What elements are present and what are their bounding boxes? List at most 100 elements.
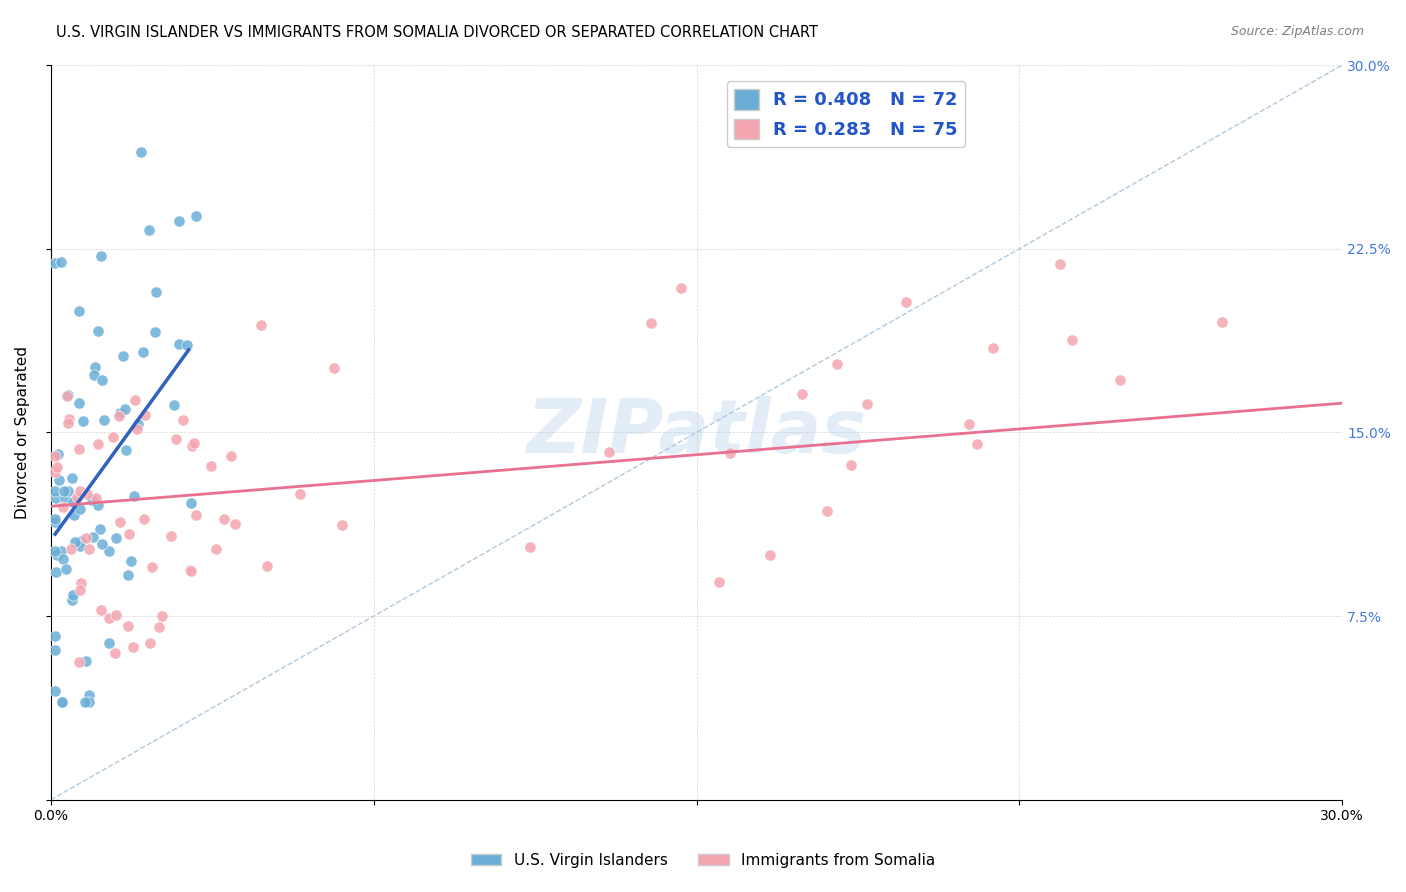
Point <box>184 209 207 223</box>
Point <box>519 540 541 554</box>
Point <box>323 361 346 376</box>
Point <box>107 409 129 423</box>
Point <box>44 629 66 643</box>
Point <box>76 487 98 501</box>
Point <box>67 655 90 669</box>
Point <box>138 223 160 237</box>
Point <box>75 531 97 545</box>
Point <box>44 465 66 479</box>
Point <box>129 145 152 159</box>
Point <box>200 458 222 473</box>
Y-axis label: Divorced or Separated: Divorced or Separated <box>15 346 30 519</box>
Point <box>115 442 138 457</box>
Point <box>183 436 205 450</box>
Point <box>62 588 84 602</box>
Point <box>172 412 194 426</box>
Point <box>87 437 110 451</box>
Point <box>44 512 66 526</box>
Point <box>117 619 139 633</box>
Point <box>671 281 693 295</box>
Point <box>180 496 202 510</box>
Point <box>45 565 67 579</box>
Point <box>957 417 980 431</box>
Point <box>176 338 198 352</box>
Point <box>52 483 75 498</box>
Point <box>63 508 86 522</box>
Point <box>73 695 96 709</box>
Point <box>53 491 76 505</box>
Text: ZIPatlas: ZIPatlas <box>527 396 866 469</box>
Point <box>825 357 848 371</box>
Point <box>91 373 114 387</box>
Point <box>180 564 202 578</box>
Point <box>219 449 242 463</box>
Point <box>139 636 162 650</box>
Point <box>127 422 149 436</box>
Point <box>855 397 877 411</box>
Point <box>1060 334 1083 348</box>
Point <box>44 543 66 558</box>
Point <box>56 417 79 431</box>
Point <box>58 412 80 426</box>
Point <box>44 449 66 463</box>
Point <box>134 408 156 422</box>
Point <box>1211 315 1233 329</box>
Point <box>60 541 83 556</box>
Point <box>67 396 90 410</box>
Point <box>127 417 149 431</box>
Point <box>87 498 110 512</box>
Point <box>63 534 86 549</box>
Point <box>62 494 84 508</box>
Point <box>90 603 112 617</box>
Point <box>83 368 105 383</box>
Point <box>70 576 93 591</box>
Point <box>51 695 73 709</box>
Point <box>111 349 134 363</box>
Point <box>66 490 89 504</box>
Point <box>91 537 114 551</box>
Point <box>44 515 66 529</box>
Point <box>56 484 79 499</box>
Point <box>143 325 166 339</box>
Point <box>51 254 73 268</box>
Point <box>104 531 127 545</box>
Point <box>330 517 353 532</box>
Point <box>160 529 183 543</box>
Point <box>114 401 136 416</box>
Point <box>46 447 69 461</box>
Point <box>896 294 918 309</box>
Point <box>709 574 731 589</box>
Point <box>108 406 131 420</box>
Point <box>69 483 91 498</box>
Point <box>51 544 73 558</box>
Point <box>79 688 101 702</box>
Point <box>69 502 91 516</box>
Point <box>132 345 155 359</box>
Point <box>67 304 90 318</box>
Point <box>759 548 782 562</box>
Point <box>790 387 813 401</box>
Point <box>101 430 124 444</box>
Point <box>167 337 190 351</box>
Point <box>122 489 145 503</box>
Point <box>148 620 170 634</box>
Point <box>718 445 741 459</box>
Point <box>69 539 91 553</box>
Point <box>93 412 115 426</box>
Point <box>640 316 662 330</box>
Point <box>167 214 190 228</box>
Text: U.S. VIRGIN ISLANDER VS IMMIGRANTS FROM SOMALIA DIVORCED OR SEPARATED CORRELATIO: U.S. VIRGIN ISLANDER VS IMMIGRANTS FROM … <box>56 25 818 40</box>
Point <box>62 593 84 607</box>
Point <box>89 523 111 537</box>
Point <box>67 442 90 456</box>
Point <box>981 341 1004 355</box>
Point <box>839 458 862 472</box>
Point <box>55 562 77 576</box>
Point <box>98 544 121 558</box>
Point <box>966 436 988 450</box>
Point <box>124 393 146 408</box>
Point <box>104 646 127 660</box>
Point <box>84 360 107 375</box>
Point <box>105 608 128 623</box>
Point <box>51 695 73 709</box>
